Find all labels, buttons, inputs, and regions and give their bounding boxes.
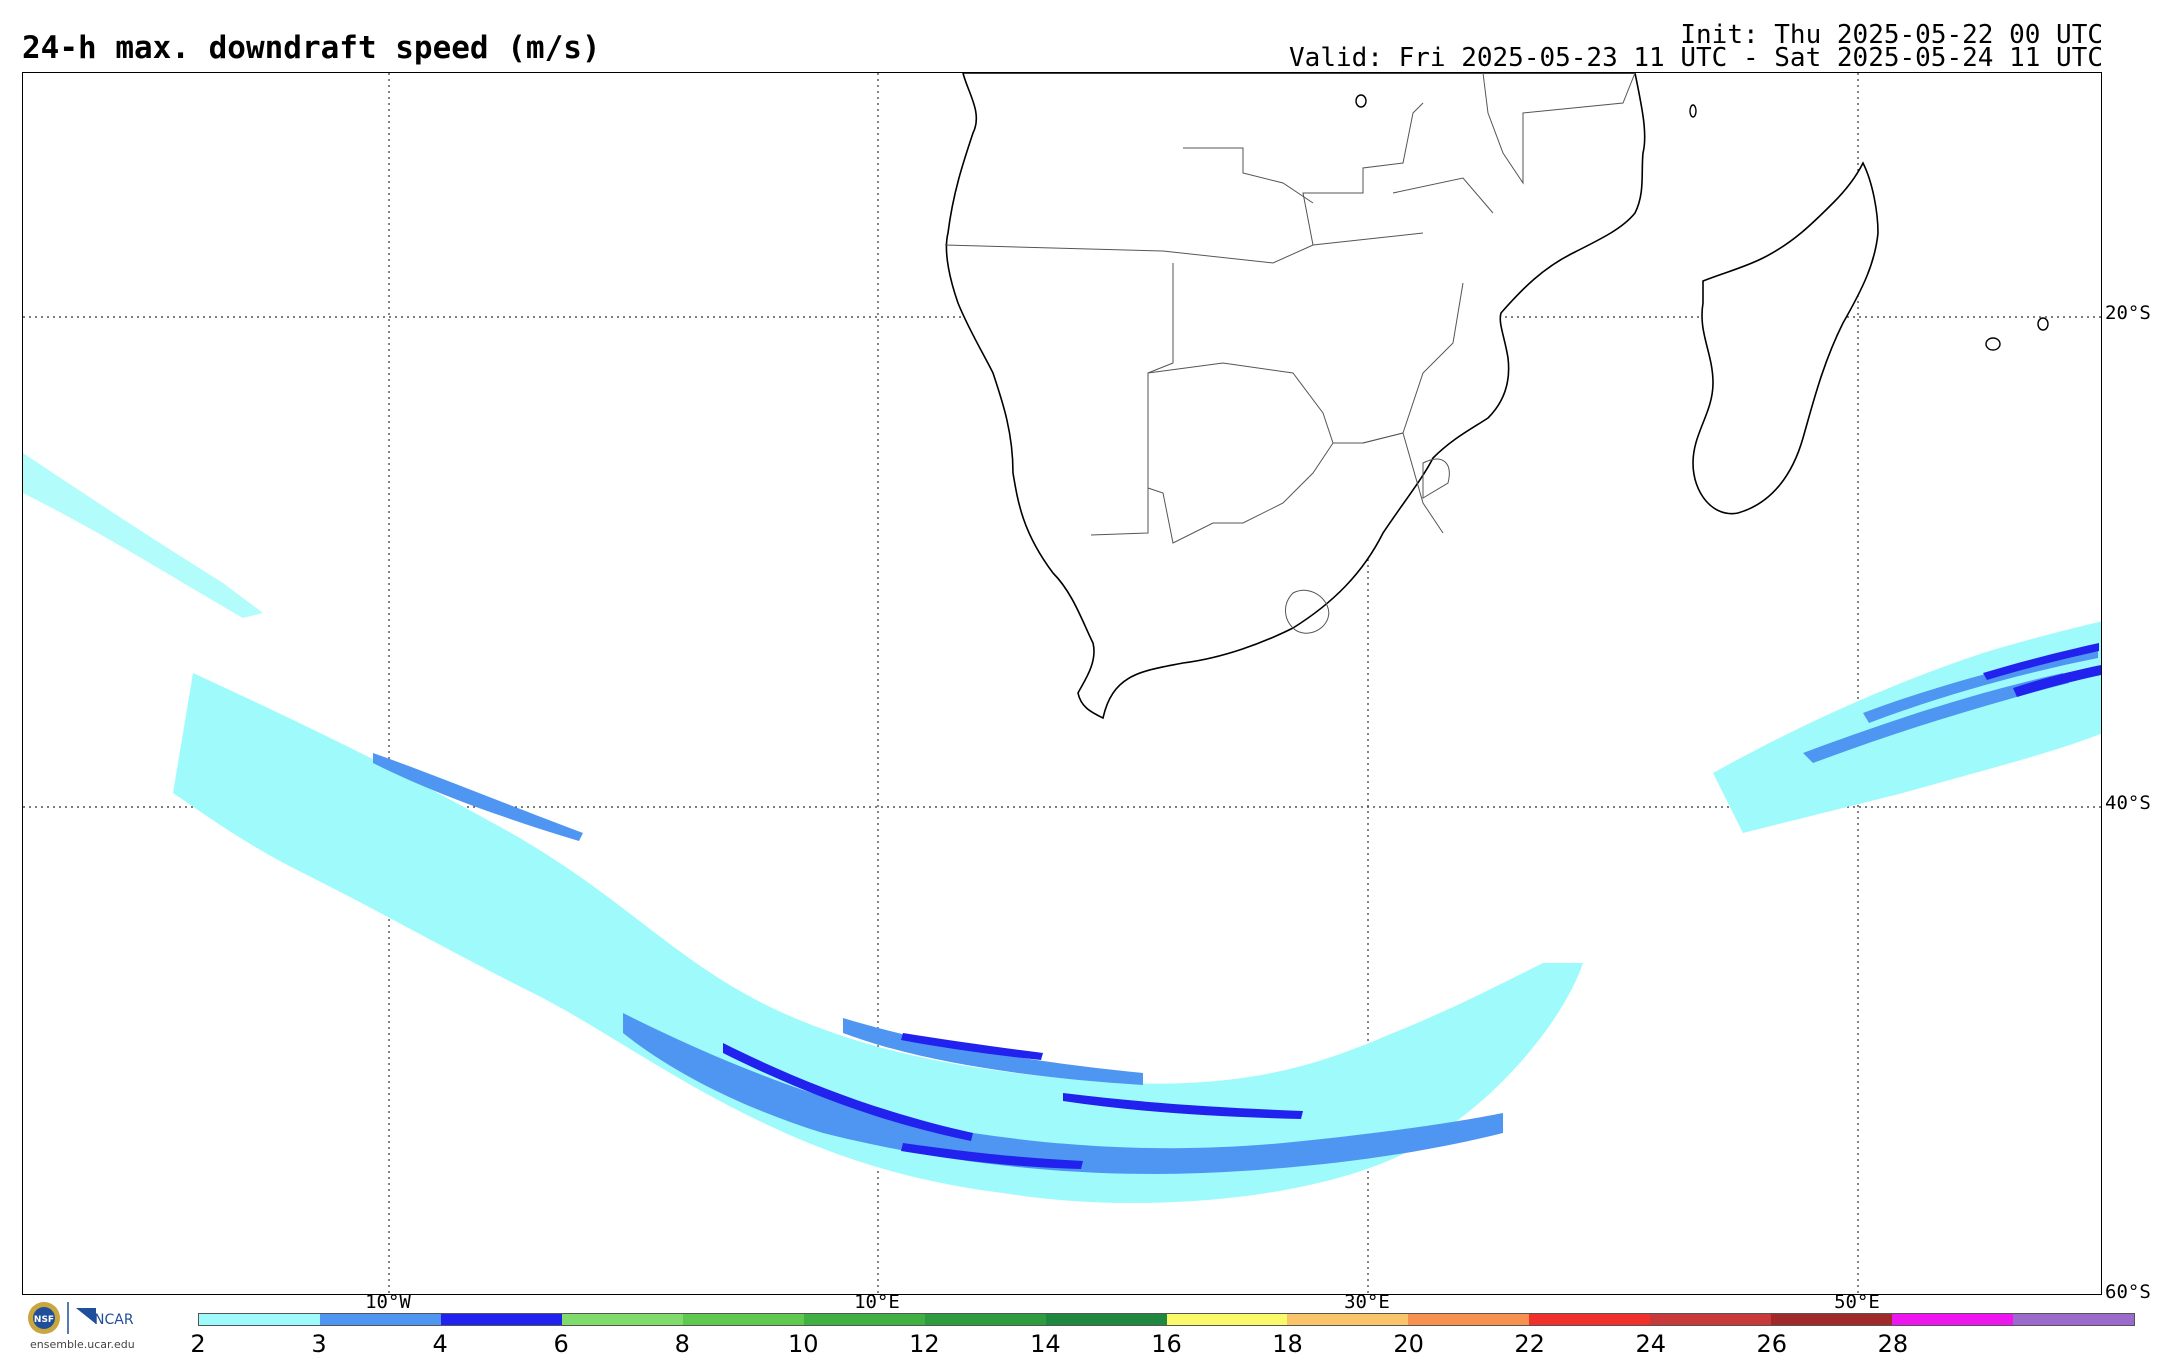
lon-label-30e: 30°E — [1344, 1291, 1390, 1313]
colorbar-swatch — [1166, 1314, 1288, 1325]
valid-time: Valid: Fri 2025-05-23 11 UTC - Sat 2025-… — [1289, 43, 2103, 73]
colorbar-tick-label: 28 — [1877, 1330, 1909, 1358]
colorbar-swatch — [1892, 1314, 2014, 1325]
lon-label-10e: 10°E — [854, 1291, 900, 1313]
colorbar-swatch — [803, 1314, 925, 1325]
colorbar-swatch — [1771, 1314, 1893, 1325]
colorbar-tick-label: 6 — [553, 1330, 569, 1358]
colorbar-swatch — [319, 1314, 441, 1325]
colorbar-swatch — [1650, 1314, 1772, 1325]
lat-label-60s: 60°S — [2105, 1281, 2151, 1303]
colorbar-tick-label: 20 — [1393, 1330, 1424, 1358]
logo-url: ensemble.ucar.edu — [30, 1338, 135, 1351]
colorbar-swatch — [1287, 1314, 1409, 1325]
colorbar-tick-label: 18 — [1272, 1330, 1303, 1358]
colorbar-swatch — [199, 1314, 320, 1325]
colorbar-tick-label: 14 — [1030, 1330, 1061, 1358]
islands — [1355, 94, 2049, 351]
colorbar — [198, 1313, 2135, 1326]
colorbar-tick-label: 12 — [909, 1330, 940, 1358]
lat-label-40s: 40°S — [2105, 792, 2151, 814]
colorbar-swatch — [682, 1314, 804, 1325]
map-title: 24-h max. downdraft speed (m/s) — [22, 30, 601, 66]
colorbar-tick-label: 26 — [1756, 1330, 1788, 1358]
colorbar-tick-label: 8 — [674, 1330, 690, 1358]
svg-text:NSF: NSF — [34, 1315, 54, 1325]
init-time: Init: Thu 2025-05-22 00 UTC — [1680, 20, 2103, 50]
map-svg — [23, 73, 2101, 1294]
colorbar-swatch — [1045, 1314, 1167, 1325]
colorbar-swatch — [1408, 1314, 1530, 1325]
downdraft-field — [23, 453, 2101, 1203]
colorbar-swatch — [924, 1314, 1046, 1325]
colorbar-tick-label: 10 — [788, 1330, 819, 1358]
lon-label-50e: 50°E — [1834, 1291, 1880, 1313]
logo: NSF NCAR — [26, 1300, 156, 1340]
svg-text:NCAR: NCAR — [94, 1312, 134, 1328]
colorbar-tick-label: 4 — [432, 1330, 448, 1358]
colorbar-swatch — [440, 1314, 562, 1325]
map-panel[interactable] — [22, 72, 2102, 1295]
colorbar-swatch — [2013, 1314, 2134, 1325]
colorbar-swatch — [561, 1314, 683, 1325]
lon-label-10w: 10°W — [365, 1291, 411, 1313]
country-borders — [944, 73, 1636, 634]
africa-coastline — [945, 73, 1879, 720]
colorbar-tick-label: 24 — [1635, 1330, 1667, 1358]
colorbar-tick-label: 22 — [1514, 1330, 1545, 1358]
colorbar-tick-label: 16 — [1151, 1330, 1182, 1358]
colorbar-tick-label: 3 — [311, 1330, 327, 1358]
colorbar-tick-label: 2 — [190, 1330, 206, 1358]
colorbar-swatch — [1529, 1314, 1651, 1325]
lat-label-20s: 20°S — [2105, 302, 2151, 324]
ncar-logo: NSF NCAR — [28, 1302, 134, 1334]
